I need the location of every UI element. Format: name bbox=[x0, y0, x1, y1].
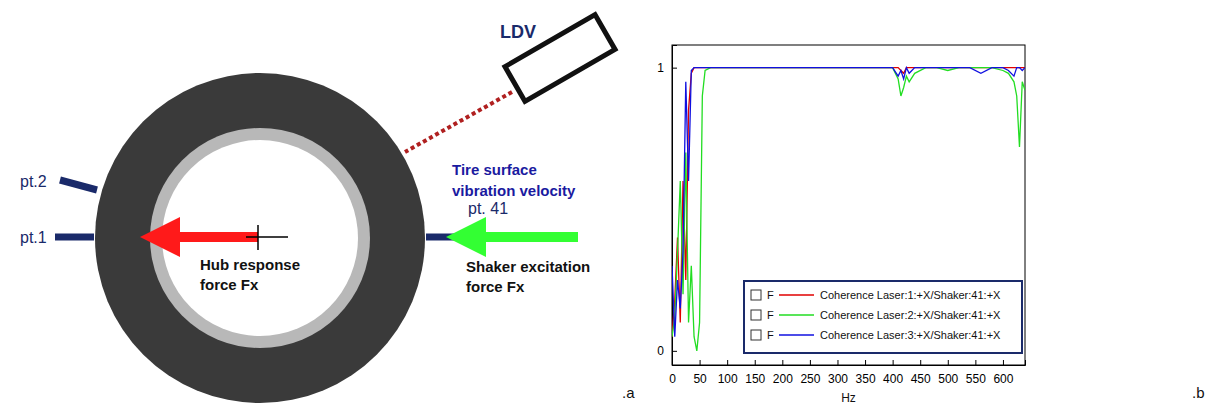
x-tick: 50 bbox=[693, 360, 707, 386]
x-axis-line bbox=[673, 360, 1026, 366]
x-tick-mark bbox=[782, 360, 783, 365]
rim bbox=[150, 128, 370, 348]
x-tick-label: 250 bbox=[800, 372, 820, 386]
legend-flag: F bbox=[767, 309, 774, 321]
x-axis: 0 50 100 150 200 250 300 350 400 450 500 550 600 bbox=[669, 360, 1025, 386]
laser-beam bbox=[405, 92, 512, 152]
tire-diagram: pt.1 pt.2 pt. 41 Hub response force Fx Shaker… bbox=[20, 15, 635, 403]
x-tick-label: 150 bbox=[745, 372, 765, 386]
x-tick-mark bbox=[700, 360, 701, 365]
x-tick: 550 bbox=[966, 360, 986, 386]
series-line bbox=[672, 68, 1025, 337]
x-tick-label: 300 bbox=[828, 372, 848, 386]
point-marker bbox=[426, 234, 456, 241]
hub-force-label: Hub response bbox=[200, 256, 300, 273]
y-tick-label: 0 bbox=[657, 344, 664, 358]
x-tick-label: 450 bbox=[911, 372, 931, 386]
x-tick: 500 bbox=[938, 360, 958, 386]
legend: F Coherence Laser:1:+X/Shaker:41:+X F Coher… bbox=[744, 281, 1022, 353]
x-tick: 200 bbox=[773, 360, 793, 386]
x-tick: 100 bbox=[718, 360, 738, 386]
shaker-force-label: Shaker excitation bbox=[466, 258, 590, 275]
tire bbox=[95, 73, 425, 403]
x-tick-label: 100 bbox=[718, 372, 738, 386]
legend-entry: Coherence Laser:1:+X/Shaker:41:+X bbox=[820, 289, 1001, 301]
x-tick: 400 bbox=[883, 360, 903, 386]
series-line bbox=[672, 68, 1025, 351]
x-tick: 350 bbox=[856, 360, 876, 386]
figure: pt.1 pt.2 pt. 41 Hub response force Fx Shaker… bbox=[0, 0, 1212, 410]
x-tick-mark bbox=[810, 360, 811, 365]
x-tick-mark bbox=[948, 360, 949, 365]
hub-force-label: force Fx bbox=[200, 276, 259, 293]
laser-label: vibration velocity bbox=[452, 182, 576, 199]
x-tick-label: 0 bbox=[669, 372, 676, 386]
ldv-label: LDV bbox=[500, 22, 536, 42]
legend-swatch bbox=[779, 314, 814, 316]
plot-lines bbox=[672, 68, 1025, 351]
x-tick-mark bbox=[727, 360, 728, 365]
x-tick: 450 bbox=[911, 360, 931, 386]
coherence-chart: 0 50 100 150 200 250 300 350 400 450 500 550 600 Hz 0 1… bbox=[657, 45, 1204, 405]
y-tick: 1 bbox=[657, 61, 677, 75]
x-tick-mark bbox=[865, 360, 866, 365]
legend-flag: F bbox=[767, 329, 774, 341]
x-tick-label: 200 bbox=[773, 372, 793, 386]
legend-flag: F bbox=[767, 289, 774, 301]
x-tick-label: 350 bbox=[856, 372, 876, 386]
point-marker bbox=[60, 180, 97, 190]
series-line bbox=[672, 68, 1025, 337]
panel-label: .b bbox=[1192, 384, 1205, 401]
x-tick-label: 550 bbox=[966, 372, 986, 386]
y-tick-label: 1 bbox=[657, 61, 664, 75]
x-tick-label: 500 bbox=[938, 372, 958, 386]
panel-label: .a bbox=[622, 384, 635, 401]
legend-checkbox bbox=[751, 310, 761, 320]
plot-frame bbox=[672, 45, 1025, 365]
x-tick: 600 bbox=[993, 360, 1013, 386]
legend-swatch bbox=[779, 334, 814, 336]
x-tick: 250 bbox=[800, 360, 820, 386]
x-tick-mark bbox=[837, 360, 838, 365]
y-tick-mark bbox=[672, 351, 677, 352]
hub-center bbox=[246, 225, 288, 250]
point-label: pt.1 bbox=[20, 229, 47, 246]
x-tick-mark bbox=[893, 360, 894, 365]
x-tick: 150 bbox=[745, 360, 765, 386]
shaker-force-label: force Fx bbox=[466, 278, 525, 295]
shaker-force-arrow bbox=[466, 232, 578, 242]
point-label: pt. 41 bbox=[468, 200, 508, 217]
x-tick-mark bbox=[1003, 360, 1004, 365]
legend-checkbox bbox=[751, 330, 761, 340]
point-marker bbox=[55, 234, 94, 241]
y-tick-mark bbox=[672, 68, 677, 69]
x-tick: 300 bbox=[828, 360, 848, 386]
y-tick: 0 bbox=[657, 344, 677, 358]
x-tick-label: 50 bbox=[693, 372, 707, 386]
legend-swatch bbox=[779, 294, 814, 296]
hub-force-arrow bbox=[160, 232, 258, 242]
legend-checkbox bbox=[751, 290, 761, 300]
x-tick-mark bbox=[755, 360, 756, 365]
legend-box bbox=[744, 281, 1022, 353]
x-tick-label: 400 bbox=[883, 372, 903, 386]
x-tick-label: 600 bbox=[993, 372, 1013, 386]
x-axis-title: Hz bbox=[841, 391, 856, 405]
x-tick-mark bbox=[975, 360, 976, 365]
legend-entry: Coherence Laser:3:+X/Shaker:41:+X bbox=[820, 329, 1001, 341]
laser-label: Tire surface bbox=[452, 161, 537, 178]
legend-entry: Coherence Laser:2:+X/Shaker:41:+X bbox=[820, 309, 1001, 321]
point-label: pt.2 bbox=[20, 173, 47, 190]
x-tick-mark bbox=[920, 360, 921, 365]
